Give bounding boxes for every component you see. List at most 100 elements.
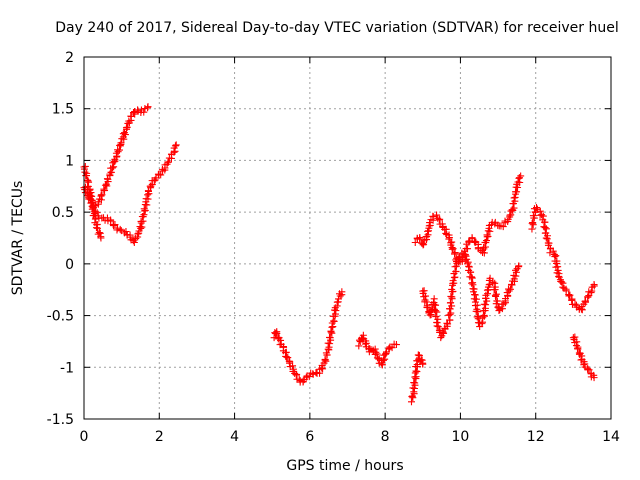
data-point (433, 308, 441, 316)
data-point (426, 311, 434, 319)
data-point (134, 230, 142, 238)
data-point (577, 356, 585, 364)
x-tick-label: 2 (155, 429, 164, 445)
data-point (129, 109, 137, 117)
data-point (107, 168, 115, 176)
data-point (378, 361, 386, 369)
data-point (140, 211, 148, 219)
data-point (458, 249, 466, 257)
data-point (112, 149, 120, 157)
data-point (429, 213, 437, 221)
data-point (122, 228, 130, 236)
data-point (101, 186, 109, 194)
data-point (283, 353, 291, 361)
data-point (440, 329, 448, 337)
data-point (302, 373, 310, 381)
data-point (419, 360, 427, 368)
data-point (455, 253, 463, 261)
data-point (478, 320, 486, 328)
data-point (582, 297, 590, 305)
data-point (492, 292, 500, 300)
data-point (326, 334, 334, 342)
series-arc-1c (86, 189, 105, 242)
y-tick-label: 2 (65, 50, 74, 66)
data-point (97, 234, 105, 242)
x-tick-label: 12 (527, 429, 545, 445)
data-point (506, 285, 514, 293)
data-point (434, 315, 442, 323)
data-point (284, 354, 292, 362)
data-point (411, 239, 419, 247)
data-point (104, 175, 112, 183)
data-point (321, 355, 329, 363)
data-point (552, 252, 560, 260)
data-point (468, 279, 476, 287)
data-point (448, 285, 456, 293)
data-point (392, 341, 400, 349)
data-point (312, 369, 320, 377)
data-point (451, 250, 459, 258)
data-point (98, 191, 106, 199)
y-tick-label: -0.5 (47, 309, 74, 325)
axis-ticks (83, 56, 612, 420)
data-points (80, 103, 598, 406)
data-point (143, 201, 151, 209)
data-point (446, 299, 454, 307)
data-point (515, 174, 523, 182)
data-point (566, 291, 574, 299)
data-point (100, 185, 108, 193)
series-arc-5 (411, 172, 525, 266)
data-point (138, 213, 146, 221)
data-point (468, 234, 476, 242)
data-point (462, 252, 470, 260)
data-point (355, 342, 363, 350)
x-tick-label: 14 (602, 429, 620, 445)
data-point (587, 289, 595, 297)
x-tick-label: 0 (80, 429, 89, 445)
series-arc-4 (407, 351, 427, 406)
y-tick-label: 1 (65, 153, 74, 169)
data-point (333, 298, 341, 306)
data-point (555, 272, 563, 280)
data-point (82, 172, 90, 180)
data-point (573, 345, 581, 353)
data-point (144, 103, 152, 111)
y-tick-label: 1.5 (52, 102, 74, 118)
data-point (444, 320, 452, 328)
data-point (489, 278, 497, 286)
series-arc-1b (80, 141, 180, 246)
data-point (499, 223, 507, 231)
data-point (410, 388, 418, 396)
data-point (542, 225, 550, 233)
data-point (435, 216, 443, 224)
plot-frame (83, 56, 612, 420)
data-point (141, 206, 149, 214)
data-point (433, 211, 441, 219)
series-arc-6 (419, 249, 523, 342)
data-point (472, 295, 480, 303)
data-point (517, 172, 525, 180)
data-point (529, 219, 537, 227)
data-point (464, 245, 472, 253)
data-point (433, 322, 441, 330)
data-point (449, 245, 457, 253)
data-point (110, 222, 118, 230)
y-tick-label: 0 (65, 257, 74, 273)
grid-lines (84, 57, 611, 419)
data-point (447, 309, 455, 317)
data-point (81, 168, 89, 176)
data-point (414, 351, 422, 359)
series-arc-8 (569, 333, 598, 382)
data-point (512, 266, 520, 274)
data-point (482, 237, 490, 245)
x-tick-label: 6 (305, 429, 314, 445)
y-tick-label: -1.5 (47, 412, 74, 428)
y-tick-labels: -1.5 -1 -0.5 0 0.5 1 1.5 2 (47, 50, 74, 428)
data-point (434, 323, 442, 331)
chart-title: Day 240 of 2017, Sidereal Day-to-day VTE… (55, 20, 618, 36)
data-point (94, 224, 102, 232)
data-point (157, 171, 165, 179)
data-point (144, 187, 152, 195)
data-point (385, 344, 393, 352)
data-point (381, 355, 389, 363)
